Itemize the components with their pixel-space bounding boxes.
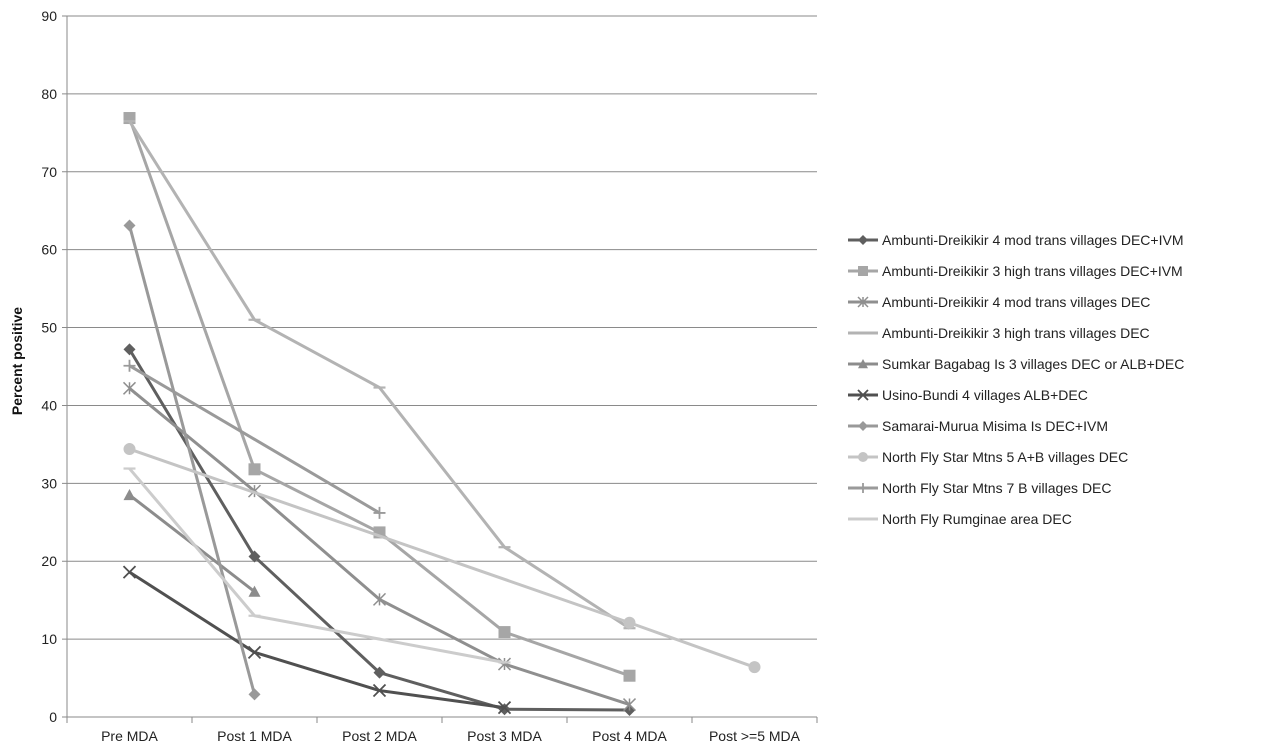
data-point-marker (622, 698, 637, 712)
legend-item: North Fly Rumginae area DEC (848, 511, 1072, 527)
legend-label: Ambunti-Dreikikir 4 mod trans villages D… (882, 294, 1150, 310)
data-point-marker (498, 703, 511, 716)
data-point-marker (858, 266, 868, 276)
data-point-marker (623, 616, 636, 629)
series-10 (123, 467, 511, 664)
data-point-marker (122, 565, 137, 579)
data-point-marker (858, 452, 868, 462)
legend-label: Samarai-Murua Misima Is DEC+IVM (882, 418, 1108, 434)
legend-label: Ambunti-Dreikikir 3 high trans villages … (882, 325, 1150, 341)
data-point-marker (247, 645, 262, 659)
data-point-marker (372, 683, 387, 698)
series-line (128, 225, 256, 695)
series-6 (122, 565, 512, 715)
series-line (128, 387, 630, 706)
x-tick-label: Pre MDA (101, 728, 158, 744)
series-4 (123, 120, 636, 630)
legend-label: Ambunti-Dreikikir 4 mod trans villages D… (882, 232, 1183, 248)
y-tick-label: 20 (41, 553, 57, 569)
x-tick-label: Post 4 MDA (592, 728, 667, 744)
data-point-marker (248, 463, 261, 476)
x-tick-label: Post 1 MDA (217, 728, 292, 744)
x-tick-label: Post 3 MDA (467, 728, 542, 744)
series-7 (123, 219, 261, 701)
data-point-marker (858, 235, 868, 245)
legend-item: Ambunti-Dreikikir 3 high trans villages … (848, 263, 1183, 279)
data-point-marker (497, 657, 512, 671)
data-point-marker (498, 626, 511, 639)
data-point-marker (123, 343, 136, 356)
legend-item: Sumkar Bagabag Is 3 villages DEC or ALB+… (848, 356, 1184, 372)
series-line (128, 117, 630, 678)
x-tick-label: Post >=5 MDA (709, 728, 801, 744)
y-tick-label: 40 (41, 397, 57, 413)
series-line (128, 570, 505, 710)
data-point-marker (248, 550, 261, 563)
data-point-marker (248, 688, 261, 701)
data-point-marker (858, 421, 868, 431)
legend-item: North Fly Star Mtns 7 B villages DEC (848, 480, 1112, 496)
y-tick-labels: 0 10 20 30 40 50 60 70 80 90 (41, 8, 57, 725)
legend-item: North Fly Star Mtns 5 A+B villages DEC (848, 449, 1128, 465)
data-point-marker (857, 389, 869, 401)
y-tick-label: 10 (41, 631, 57, 647)
series-line (128, 364, 381, 515)
data-point-marker (123, 219, 136, 232)
y-tick-label: 90 (41, 8, 57, 24)
legend-item: Usino-Bundi 4 villages ALB+DEC (848, 387, 1088, 403)
series-9 (123, 359, 386, 519)
data-point-marker (373, 666, 386, 679)
series-3 (122, 381, 637, 712)
y-axis-title: Percent positive (9, 307, 25, 415)
legend-label: North Fly Star Mtns 7 B villages DEC (882, 480, 1112, 496)
series-8 (123, 443, 761, 674)
data-point-marker (623, 669, 636, 682)
y-tick-label: 80 (41, 86, 57, 102)
data-point-marker (248, 585, 261, 597)
legend-label: Ambunti-Dreikikir 3 high trans villages … (882, 263, 1183, 279)
legend-item: Samarai-Murua Misima Is DEC+IVM (848, 418, 1108, 434)
legend-label: North Fly Rumginae area DEC (882, 511, 1072, 527)
y-tick-label: 50 (41, 320, 57, 336)
series-line (129, 447, 756, 669)
data-point-marker (123, 443, 136, 456)
data-point-marker (372, 592, 387, 606)
series-lines (122, 112, 761, 716)
data-point-marker (123, 359, 136, 372)
legend-label: North Fly Star Mtns 5 A+B villages DEC (882, 449, 1128, 465)
legend-label: Usino-Bundi 4 villages ALB+DEC (882, 387, 1088, 403)
legend-label: Sumkar Bagabag Is 3 villages DEC or ALB+… (882, 356, 1184, 372)
y-tick-label: 30 (41, 475, 57, 491)
data-point-marker (497, 701, 512, 715)
data-point-marker (858, 359, 868, 369)
data-point-marker (373, 506, 386, 519)
y-tick-label: 0 (49, 709, 57, 725)
legend-item: Ambunti-Dreikikir 3 high trans villages … (848, 325, 1150, 341)
data-point-marker (857, 296, 869, 308)
data-point-marker (858, 483, 868, 493)
legend-item: Ambunti-Dreikikir 4 mod trans villages D… (848, 232, 1183, 248)
x-tick-label: Post 2 MDA (342, 728, 417, 744)
legend: Ambunti-Dreikikir 4 mod trans villages D… (848, 232, 1184, 527)
y-tick-label: 60 (41, 242, 57, 258)
data-point-marker (748, 661, 761, 674)
data-point-marker (123, 489, 136, 501)
gridlines (62, 15, 818, 723)
data-point-marker (122, 381, 137, 395)
y-tick-label: 70 (41, 164, 57, 180)
legend-item: Ambunti-Dreikikir 4 mod trans villages D… (848, 294, 1150, 310)
x-tick-labels: Pre MDA Post 1 MDA Post 2 MDA Post 3 MDA Pos… (101, 728, 801, 744)
